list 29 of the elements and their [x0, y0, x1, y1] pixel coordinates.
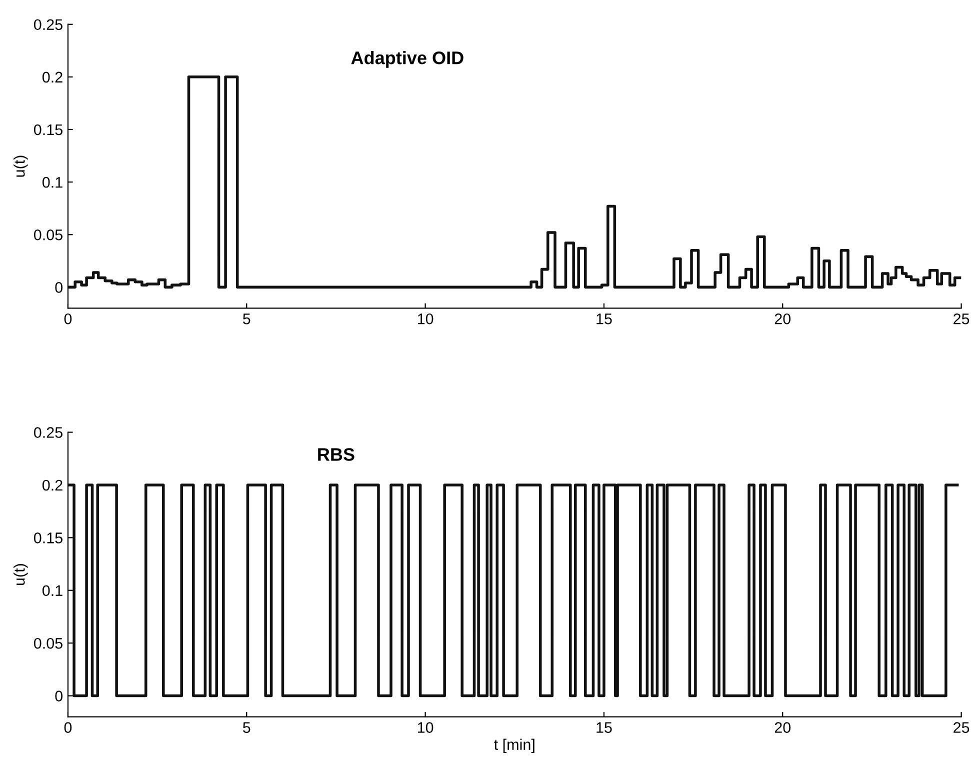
text: RBS: [318, 448, 354, 461]
y-tick-label: 0.05: [34, 229, 62, 240]
y-tick-label: 0.1: [42, 176, 62, 188]
x-axis-title: t [min]: [494, 738, 534, 753]
y-tick-label: 0: [55, 690, 63, 702]
x-tick-label: 0: [64, 722, 72, 733]
x-tick-label: 0: [64, 313, 72, 324]
y-tick-label: 0.25: [34, 427, 62, 438]
x-tick-label: 20: [774, 313, 791, 324]
x-tick-label: 15: [596, 314, 612, 324]
x-tick-label: 25: [954, 722, 970, 733]
y-tick-label: 0.15: [34, 532, 62, 544]
y-axis-title: u(t): [14, 156, 28, 177]
y-tick-label: 0.2: [42, 480, 62, 491]
text: Adaptive OID: [351, 51, 464, 68]
y-tick-label: 0.1: [42, 585, 62, 596]
x-tick-label: 10: [418, 313, 434, 324]
x-tick-label: 25: [954, 313, 970, 324]
x-tick-label: 5: [242, 722, 250, 733]
y-tick-label: 0: [55, 282, 63, 293]
x-tick-label: 15: [596, 722, 612, 733]
y-tick-label: 0.2: [42, 72, 62, 83]
x-tick-label: 10: [418, 722, 434, 733]
y-tick-label: 0.25: [34, 19, 62, 30]
x-tick-label: 5: [242, 314, 250, 324]
y-tick-label: 0.05: [34, 638, 62, 649]
x-tick-label: 20: [774, 722, 791, 733]
y-tick-label: 0.15: [34, 124, 62, 136]
y-axis-title: u(t): [14, 564, 28, 586]
